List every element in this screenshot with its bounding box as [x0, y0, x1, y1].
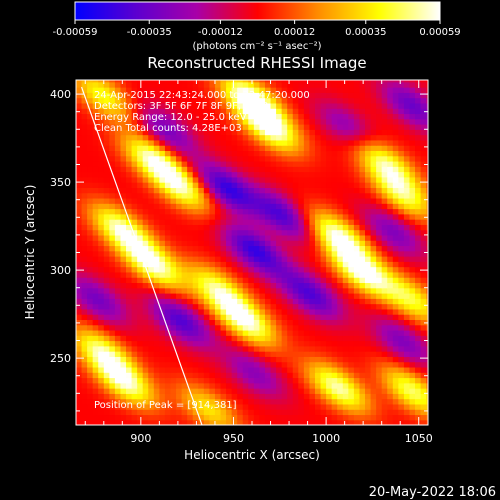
heatmap-image	[76, 80, 428, 425]
x-tick-label: 1000	[312, 432, 340, 445]
annotation-block: 24-Apr-2015 22:43:24.000 to 22:47:20.000…	[94, 90, 310, 411]
annotation-clean-counts: Clean Total counts: 4.28E+03	[94, 123, 242, 134]
y-tick-label: 300	[50, 264, 71, 277]
y-tick-label: 350	[50, 176, 71, 189]
annotation-energy-range: Energy Range: 12.0 - 25.0 keV	[94, 112, 247, 123]
y-axis-label: Heliocentric Y (arcsec)	[23, 185, 37, 320]
colorbar-tick-label: -0.00059	[53, 27, 98, 38]
solar-limb-line	[80, 86, 203, 425]
colorbar-tick-label: -0.00035	[127, 27, 172, 38]
colorbar-tick-label: -0.00012	[198, 27, 243, 38]
colorbar-tick-label: 0.00012	[274, 27, 315, 38]
y-tick-label: 400	[50, 88, 71, 101]
x-axis-ticks: 900 950 1000 1050	[84, 80, 433, 445]
colorbar-ticks: -0.00059 -0.00035 -0.00012 0.00012 0.00035 0.…	[53, 20, 461, 38]
colorbar: -0.00059 -0.00035 -0.00012 0.00012 0.00035 0.…	[53, 1, 461, 52]
y-tick-label: 250	[50, 352, 71, 365]
annotation-detectors: Detectors: 3F 5F 6F 7F 8F 9F, Att 0	[94, 101, 268, 112]
colorbar-tick-label: 0.00035	[345, 27, 386, 38]
colorbar-tick-label: 0.00059	[419, 27, 460, 38]
x-tick-label: 950	[223, 432, 244, 445]
peak-position-label: Position of Peak = [914,381]	[94, 400, 237, 411]
colorbar-unit-label: (photons cm⁻² s⁻¹ asec⁻²)	[192, 41, 321, 52]
footer-date: 20-May-2022 18:06	[369, 485, 496, 500]
y-axis-ticks: 250 300 350 400	[50, 88, 428, 412]
colorbar-gradient	[74, 1, 441, 21]
x-tick-label: 900	[130, 432, 151, 445]
x-tick-label: 1050	[405, 432, 433, 445]
chart-title: Reconstructed RHESSI Image	[147, 54, 366, 72]
annotation-time-range: 24-Apr-2015 22:43:24.000 to 22:47:20.000	[94, 90, 310, 101]
x-axis-label: Heliocentric X (arcsec)	[184, 448, 320, 462]
